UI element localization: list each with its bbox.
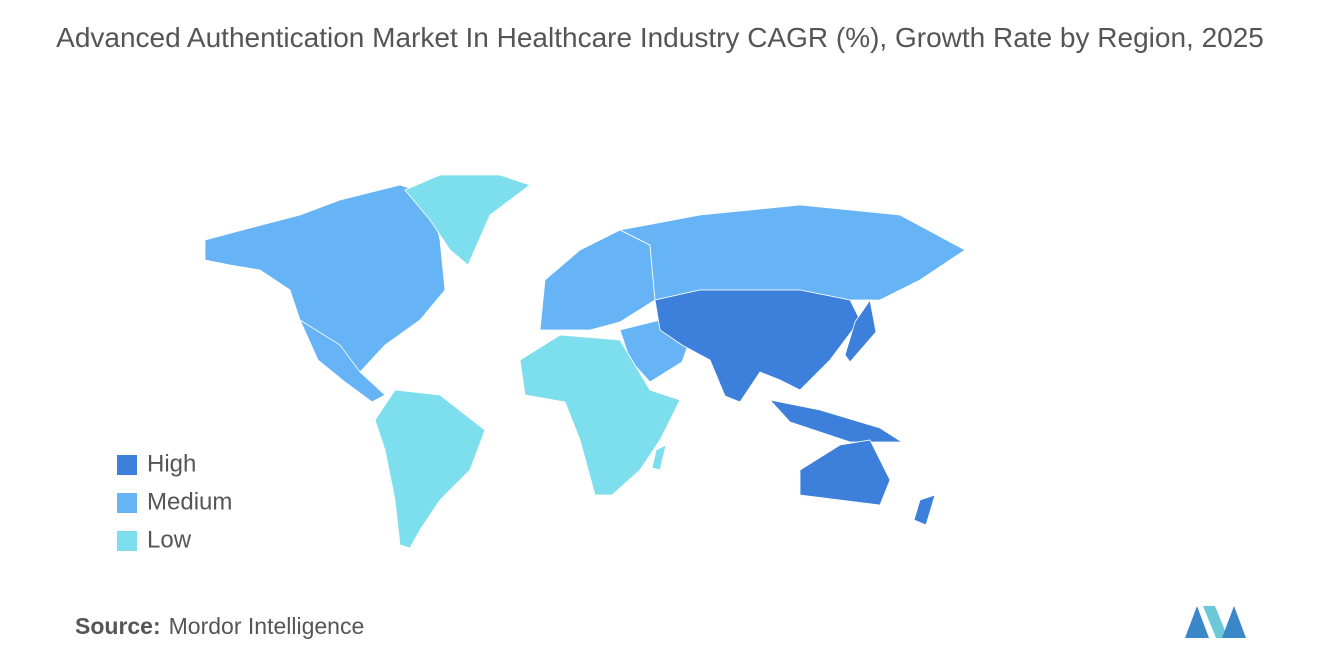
region (299, 318, 386, 403)
region (844, 298, 877, 363)
legend: High Medium Low (117, 450, 232, 553)
chart-title: Advanced Authentication Market In Health… (56, 22, 1264, 53)
logo (1185, 606, 1246, 638)
region (204, 184, 446, 373)
region (519, 334, 681, 496)
region (539, 229, 656, 331)
region (913, 494, 936, 526)
source: Source: Mordor Intelligence (75, 613, 364, 639)
region (654, 289, 861, 403)
legend-label: Low (147, 526, 192, 553)
region (404, 174, 531, 266)
region (799, 439, 891, 506)
legend-swatch (117, 455, 137, 475)
legend-swatch (117, 531, 137, 551)
region (768, 399, 904, 443)
world-map (204, 174, 966, 549)
source-text: Mordor Intelligence (169, 613, 365, 639)
region (618, 204, 966, 301)
region (651, 444, 667, 471)
legend-swatch (117, 493, 137, 513)
legend-label: High (147, 450, 196, 477)
source-label: Source: (75, 613, 161, 639)
region (374, 389, 486, 549)
legend-label: Medium (147, 488, 232, 515)
